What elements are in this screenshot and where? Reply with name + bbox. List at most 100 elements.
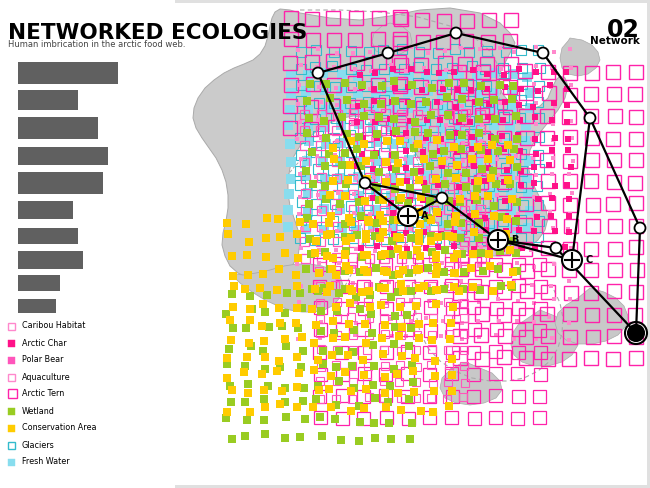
Bar	[296, 150, 306, 160]
Bar	[307, 250, 315, 258]
Bar	[481, 114, 491, 124]
Text: Glaciers: Glaciers	[22, 441, 55, 449]
Bar	[372, 176, 376, 180]
Bar	[433, 208, 441, 216]
Bar	[365, 314, 373, 322]
Bar	[333, 153, 337, 157]
Bar	[566, 229, 572, 235]
Bar	[398, 198, 408, 207]
Bar	[376, 252, 385, 260]
Bar	[499, 79, 509, 88]
Bar	[415, 208, 423, 216]
Bar	[445, 253, 454, 262]
Bar	[551, 100, 558, 105]
Bar	[498, 199, 508, 209]
Bar	[287, 71, 296, 81]
Bar	[326, 54, 340, 68]
Bar	[370, 98, 385, 112]
Bar	[413, 313, 421, 321]
Bar	[439, 101, 443, 105]
Bar	[354, 136, 358, 140]
Bar	[348, 265, 356, 273]
Bar	[454, 149, 460, 155]
Bar	[380, 228, 387, 236]
Bar	[585, 66, 599, 80]
Bar	[296, 218, 304, 226]
Bar	[504, 167, 510, 173]
Bar	[584, 242, 598, 256]
Bar	[333, 247, 337, 251]
Circle shape	[382, 47, 393, 59]
Bar	[441, 181, 449, 188]
Bar	[478, 300, 482, 304]
Bar	[350, 222, 358, 230]
Bar	[403, 206, 413, 216]
Bar	[18, 275, 60, 291]
Bar	[246, 305, 254, 313]
Bar	[629, 196, 643, 210]
Bar	[381, 214, 391, 224]
Bar	[305, 200, 313, 208]
Bar	[481, 147, 491, 157]
Bar	[392, 85, 398, 91]
Bar	[370, 70, 380, 80]
Bar	[261, 308, 269, 316]
Bar	[453, 200, 459, 205]
Bar	[337, 223, 348, 233]
Bar	[281, 398, 289, 407]
Bar	[403, 87, 413, 97]
Bar	[381, 284, 389, 292]
Bar	[329, 254, 337, 263]
Bar	[607, 329, 621, 343]
Bar	[310, 235, 320, 244]
Bar	[499, 138, 502, 142]
Bar	[381, 330, 389, 338]
Bar	[444, 68, 448, 72]
Bar	[424, 301, 437, 313]
Bar	[534, 132, 544, 142]
Bar	[429, 126, 438, 135]
Bar	[358, 81, 365, 89]
Bar	[404, 155, 415, 165]
Bar	[470, 67, 476, 73]
Bar	[336, 86, 346, 96]
Bar	[412, 180, 422, 190]
Polygon shape	[555, 288, 628, 344]
Bar	[317, 142, 326, 150]
Bar	[385, 49, 390, 53]
Bar	[293, 304, 301, 312]
Bar	[482, 80, 495, 94]
Bar	[606, 87, 621, 102]
Bar	[519, 308, 533, 322]
Bar	[229, 283, 238, 290]
Bar	[311, 147, 321, 157]
Bar	[329, 147, 339, 157]
Bar	[489, 167, 497, 176]
Bar	[402, 165, 408, 171]
Bar	[562, 130, 577, 144]
Bar	[404, 69, 408, 73]
Bar	[390, 334, 394, 338]
Bar	[431, 80, 441, 90]
Bar	[349, 331, 357, 339]
Bar	[380, 389, 389, 397]
Bar	[8, 373, 15, 381]
Bar	[363, 97, 374, 107]
Bar	[369, 103, 380, 113]
Bar	[606, 284, 621, 298]
Bar	[421, 136, 431, 146]
Bar	[335, 156, 345, 166]
Bar	[301, 224, 311, 234]
Bar	[326, 150, 333, 158]
Bar	[460, 254, 469, 263]
Bar	[296, 102, 300, 105]
Bar	[512, 135, 521, 143]
Bar	[522, 72, 532, 82]
Bar	[517, 166, 526, 176]
Bar	[428, 150, 437, 158]
Bar	[531, 156, 535, 161]
Bar	[363, 251, 371, 259]
Bar	[430, 386, 437, 395]
Bar	[489, 287, 497, 295]
Bar	[376, 234, 384, 242]
